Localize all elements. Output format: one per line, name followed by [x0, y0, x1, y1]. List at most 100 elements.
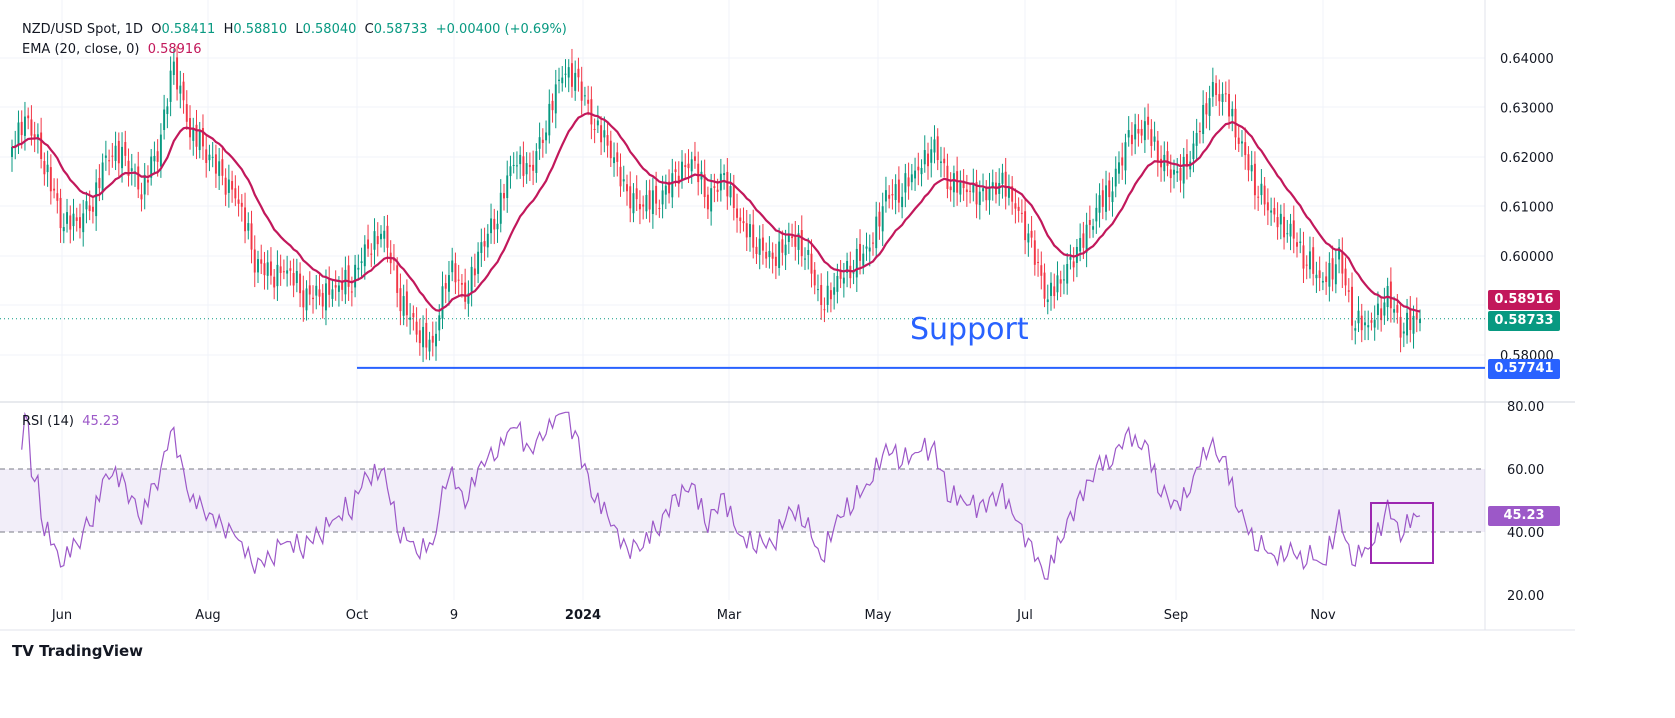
- candle-body: [79, 217, 81, 229]
- candle-body: [402, 296, 405, 316]
- candle-body: [276, 264, 279, 287]
- candle-body: [687, 163, 690, 169]
- candle-body: [642, 204, 645, 207]
- time-axis-label: Jul: [1016, 608, 1033, 623]
- candle-body: [797, 233, 800, 250]
- price-legend: NZD/USD Spot, 1D O0.58411 H0.58810 L0.58…: [22, 22, 567, 37]
- candle-body: [755, 246, 758, 254]
- candle-body: [499, 192, 502, 224]
- candle-body: [286, 270, 289, 274]
- candle-body: [227, 179, 230, 193]
- candle-body: [872, 242, 874, 244]
- support-price-tag: 0.57741: [1488, 359, 1560, 379]
- candle-body: [1043, 272, 1046, 299]
- candle-body: [337, 285, 340, 292]
- candle-body: [1380, 308, 1383, 321]
- candle-body: [515, 165, 518, 167]
- candle-body: [454, 263, 457, 283]
- candle-body: [1111, 191, 1114, 203]
- candle-body: [354, 264, 357, 288]
- candle-body: [988, 187, 991, 201]
- candle-body: [334, 285, 337, 288]
- candle-body: [1140, 128, 1143, 136]
- candle-body: [473, 268, 476, 276]
- rsi-line: [21, 411, 1421, 580]
- candle-body: [765, 251, 768, 259]
- candle-body: [1283, 216, 1286, 238]
- candle-body: [739, 217, 742, 222]
- candle-body: [292, 273, 295, 286]
- candle-body: [626, 184, 628, 192]
- candle-body: [888, 194, 891, 199]
- open-value: 0.58411: [161, 22, 216, 37]
- candle-body: [622, 179, 625, 182]
- candle-body: [965, 189, 968, 193]
- candle-body: [130, 168, 133, 171]
- rsi-value: 45.23: [82, 414, 120, 429]
- candle-body: [234, 188, 237, 199]
- candle-body: [1360, 315, 1363, 331]
- candle-body: [901, 196, 904, 208]
- candle-body: [1331, 258, 1334, 280]
- rsi-axis-label: 60.00: [1507, 463, 1544, 478]
- rsi-legend[interactable]: RSI (14) 45.23: [22, 414, 119, 429]
- candle-body: [40, 132, 43, 159]
- candle-body: [761, 237, 764, 251]
- candle-body: [1088, 219, 1091, 225]
- ema-legend[interactable]: EMA (20, close, 0) 0.58916: [22, 42, 201, 57]
- candle-body: [121, 146, 124, 169]
- candle-body: [693, 156, 696, 161]
- tradingview-logo[interactable]: 𝗧𝗩 TradingView: [12, 642, 143, 660]
- time-axis-label: Aug: [195, 608, 220, 623]
- candle-body: [736, 208, 739, 218]
- candle-body: [1182, 156, 1185, 184]
- candle-body: [1376, 303, 1379, 316]
- candle-body: [1338, 247, 1341, 260]
- candle-body: [1305, 264, 1308, 266]
- candle-body: [1389, 281, 1392, 309]
- candle-body: [328, 279, 331, 295]
- candle-body: [75, 217, 78, 221]
- candle-body: [580, 81, 583, 101]
- candle-body: [447, 275, 450, 292]
- candle-body: [1399, 316, 1402, 338]
- candle-body: [778, 241, 781, 269]
- candle-body: [768, 250, 771, 258]
- candle-body: [386, 225, 389, 248]
- candle-body: [1231, 108, 1234, 117]
- candle-body: [341, 281, 344, 290]
- candle-body: [470, 266, 473, 292]
- candle-body: [312, 297, 314, 300]
- candle-body: [308, 285, 311, 295]
- candle-body: [658, 208, 661, 210]
- candle-body: [1218, 94, 1221, 102]
- candle-body: [661, 190, 664, 205]
- candle-body: [791, 236, 794, 239]
- candle-body: [396, 265, 399, 293]
- candle-body: [891, 194, 894, 196]
- price-axis-label: 0.60000: [1500, 250, 1554, 265]
- candle-body: [522, 156, 525, 176]
- candle-body: [124, 142, 127, 156]
- candle-body: [431, 335, 434, 343]
- candle-body: [710, 188, 713, 212]
- candle-body: [1079, 238, 1082, 252]
- candle-body: [745, 223, 748, 238]
- candle-body: [279, 266, 282, 273]
- time-axis-label: Oct: [346, 608, 368, 623]
- ema-label: EMA (20, close, 0): [22, 42, 140, 57]
- candle-body: [101, 162, 104, 193]
- candle-body: [1292, 220, 1295, 239]
- candle-body: [590, 99, 593, 125]
- candle-body: [363, 244, 366, 267]
- candle-body: [1211, 81, 1214, 97]
- candle-body: [946, 165, 949, 189]
- candle-body: [852, 272, 855, 274]
- candle-body: [1179, 167, 1182, 181]
- candle-body: [1185, 154, 1188, 167]
- candle-body: [868, 247, 871, 252]
- candle-body: [978, 191, 981, 206]
- candle-body: [383, 230, 386, 239]
